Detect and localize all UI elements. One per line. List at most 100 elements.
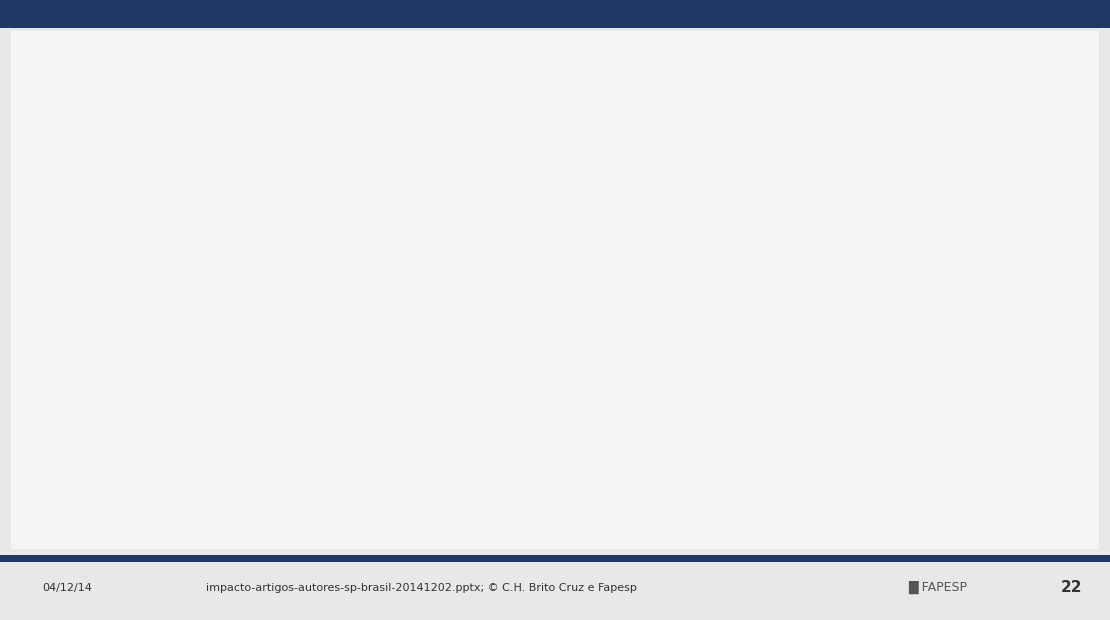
- Rev BR: [726, 510, 739, 518]
- Revistas  não-Brasil: [740, 148, 754, 156]
- Rev BR: [349, 510, 362, 517]
- Todos: [1059, 324, 1072, 331]
- Todos: [1015, 365, 1028, 372]
- Revistas  não-Brasil: [856, 131, 869, 139]
- Revistas  não-Brasil: [478, 113, 492, 121]
- Revistas  não-Brasil: [507, 104, 521, 111]
- Todos: [784, 497, 797, 505]
- Todos: [219, 153, 232, 161]
- Todos: [190, 167, 203, 175]
- Revistas  não-Brasil: [957, 118, 970, 126]
- Rev BR: [1029, 456, 1042, 464]
- Rev BR: [769, 510, 783, 518]
- Todos: [537, 339, 551, 347]
- Revistas  não-Brasil: [784, 499, 797, 507]
- Rev BR: [493, 220, 506, 228]
- Todos: [740, 153, 754, 161]
- Revistas  não-Brasil: [392, 468, 405, 476]
- Todos: [248, 149, 261, 157]
- Legend: Todos, Rev BR, Revistas  não-Brasil: Todos, Rev BR, Revistas não-Brasil: [88, 309, 343, 329]
- Revistas  não-Brasil: [971, 118, 985, 126]
- Rev BR: [841, 510, 855, 517]
- Rev BR: [262, 510, 275, 518]
- Rev BR: [827, 222, 840, 229]
- Rev BR: [914, 508, 927, 516]
- Revistas  não-Brasil: [537, 95, 551, 103]
- Todos: [683, 164, 696, 172]
- Todos: [305, 492, 319, 500]
- Rev BR: [827, 510, 840, 517]
- Rev BR: [118, 225, 131, 232]
- Rev BR: [928, 209, 941, 216]
- Todos: [798, 496, 811, 503]
- Todos: [507, 365, 521, 373]
- Todos: [769, 157, 783, 165]
- Todos: [841, 151, 855, 159]
- Rev BR: [88, 511, 101, 518]
- Todos: [755, 157, 768, 165]
- Rev BR: [175, 510, 189, 518]
- Todos: [537, 131, 551, 139]
- Rev BR: [986, 220, 999, 228]
- Rev BR: [493, 467, 506, 475]
- Todos: [478, 149, 492, 157]
- Line: Revistas  não-Brasil: Revistas não-Brasil: [92, 97, 546, 164]
- Line: Todos: Todos: [614, 325, 1068, 515]
- Rev BR: [450, 508, 463, 515]
- Todos: [1029, 154, 1042, 162]
- Todos: [624, 151, 637, 159]
- Todos: [320, 489, 333, 496]
- Rev BR: [262, 222, 275, 229]
- Revistas  não-Brasil: [507, 412, 521, 419]
- Todos: [841, 489, 855, 496]
- Revistas  não-Brasil: [1000, 125, 1013, 132]
- Revistas  não-Brasil: [1059, 118, 1072, 126]
- Todos: [827, 149, 840, 157]
- Todos: [334, 485, 347, 492]
- Rev BR: [740, 510, 754, 518]
- Todos: [406, 133, 420, 141]
- Rev BR: [654, 232, 667, 239]
- Todos: [712, 171, 725, 179]
- Rev BR: [798, 222, 811, 229]
- Todos: [377, 135, 391, 142]
- Rev BR: [147, 511, 160, 518]
- Todos: [813, 135, 826, 142]
- Rev BR: [334, 510, 347, 517]
- Revistas  não-Brasil: [755, 502, 768, 509]
- Title: Impacto rel. média mundial; Art. com autores no Brasil: Impacto rel. média mundial; Art. com aut…: [678, 33, 1003, 46]
- Rev BR: [1000, 224, 1013, 231]
- Rev BR: [1059, 454, 1072, 461]
- Revistas  não-Brasil: [726, 154, 739, 162]
- Revistas  não-Brasil: [971, 435, 985, 443]
- Todos: [118, 117, 131, 124]
- Todos: [377, 471, 391, 478]
- Revistas  não-Brasil: [624, 509, 637, 516]
- Todos: [885, 475, 898, 482]
- Todos: [147, 506, 160, 513]
- Todos: [392, 465, 405, 472]
- Line: Rev BR: Rev BR: [614, 207, 1068, 244]
- Revistas  não-Brasil: [798, 498, 811, 505]
- Revistas  não-Brasil: [262, 143, 275, 151]
- Rev BR: [363, 510, 376, 517]
- Revistas  não-Brasil: [841, 491, 855, 498]
- Todos: [291, 125, 304, 132]
- Rev BR: [147, 222, 160, 229]
- Rev BR: [392, 509, 405, 516]
- Todos: [349, 141, 362, 149]
- Todos: [1015, 159, 1028, 167]
- Revistas  não-Brasil: [392, 117, 405, 124]
- Legend: Todos, Rev BR, Revistas  não-Brasil: Todos, Rev BR, Revistas não-Brasil: [88, 55, 343, 74]
- Todos: [870, 149, 884, 157]
- Revistas  não-Brasil: [769, 501, 783, 508]
- Rev BR: [478, 505, 492, 512]
- Rev BR: [668, 232, 682, 239]
- Rev BR: [712, 237, 725, 244]
- Revistas  não-Brasil: [190, 505, 203, 512]
- Todos: [769, 499, 783, 507]
- Rev BR: [175, 230, 189, 237]
- Todos: [132, 154, 145, 162]
- Rev BR: [1045, 230, 1058, 237]
- Revistas  não-Brasil: [654, 507, 667, 515]
